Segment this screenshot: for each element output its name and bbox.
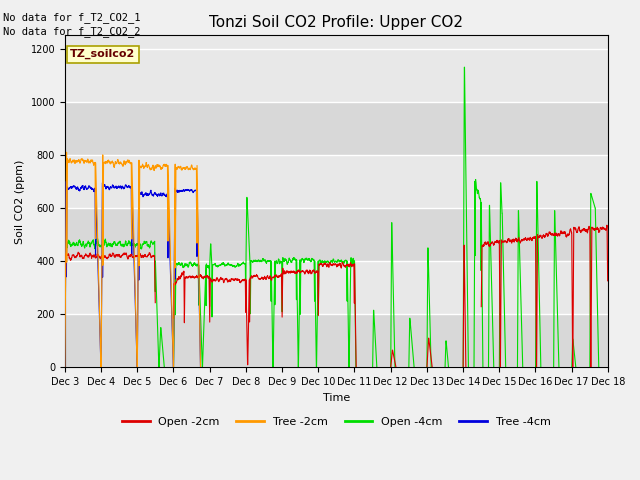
Bar [65,102,608,155]
Bar [65,155,608,208]
Bar [65,261,608,314]
Legend: Open -2cm, Tree -2cm, Open -4cm, Tree -4cm: Open -2cm, Tree -2cm, Open -4cm, Tree -4… [117,413,556,432]
Y-axis label: Soil CO2 (ppm): Soil CO2 (ppm) [15,159,25,243]
Text: TZ_soilco2: TZ_soilco2 [70,49,136,59]
Text: No data for f_T2_CO2_1: No data for f_T2_CO2_1 [3,12,141,23]
Bar [65,314,608,367]
Text: No data for f_T2_CO2_2: No data for f_T2_CO2_2 [3,26,141,37]
Bar [65,48,608,102]
Bar [65,208,608,261]
Title: Tonzi Soil CO2 Profile: Upper CO2: Tonzi Soil CO2 Profile: Upper CO2 [209,15,463,30]
X-axis label: Time: Time [323,393,350,403]
